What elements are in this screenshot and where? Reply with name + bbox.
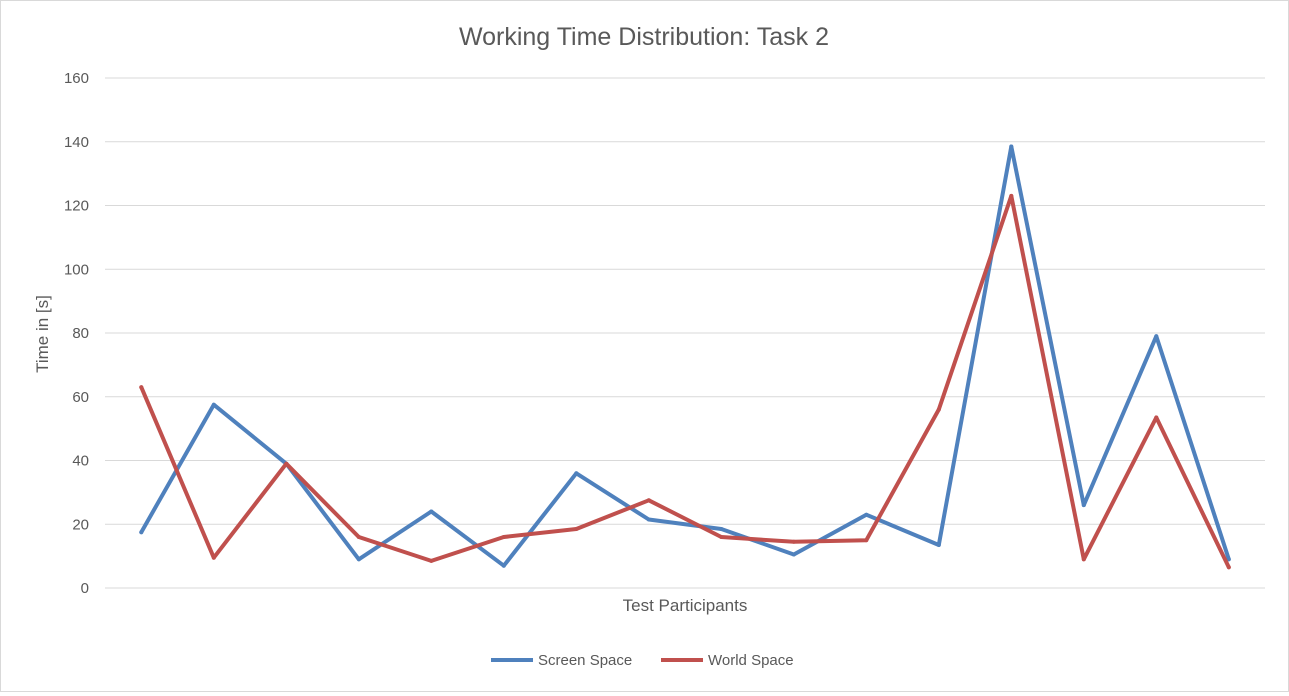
data-point	[139, 385, 144, 390]
data-point	[1081, 557, 1086, 562]
series-lines	[139, 144, 1231, 570]
data-point	[501, 563, 506, 568]
data-point	[719, 527, 724, 531]
data-point	[574, 527, 579, 531]
y-tick-label: 80	[72, 325, 89, 342]
data-point	[211, 402, 216, 407]
legend: Screen Space World Space	[491, 652, 794, 669]
data-point	[1009, 193, 1014, 198]
gridlines	[105, 77, 1265, 589]
data-point	[646, 517, 651, 522]
y-tick-label: 100	[64, 261, 89, 278]
y-tick-label: 20	[72, 516, 89, 533]
data-point	[139, 530, 144, 535]
data-point	[1154, 415, 1159, 420]
data-point	[211, 555, 216, 560]
data-point	[936, 407, 941, 412]
y-tick-label: 140	[64, 134, 89, 151]
data-point	[284, 461, 289, 466]
data-point	[791, 552, 796, 557]
data-point	[1009, 144, 1014, 149]
y-tick-label: 160	[64, 70, 89, 87]
data-point	[646, 498, 651, 503]
series-line-1	[139, 144, 1231, 568]
legend-label: World Space	[708, 652, 794, 669]
x-axis-title: Test Participants	[623, 596, 748, 615]
data-point	[1226, 557, 1231, 562]
data-point	[429, 558, 434, 563]
y-tick-label: 120	[64, 198, 89, 215]
data-point	[936, 543, 941, 547]
data-point	[1226, 565, 1231, 570]
data-point	[574, 471, 579, 476]
data-point	[429, 509, 434, 514]
data-point	[1081, 503, 1086, 508]
chart-title: Working Time Distribution: Task 2	[459, 23, 829, 51]
data-point	[864, 512, 869, 517]
y-axis-tick-labels: 0 20 40 60 80 100 120 140 160	[64, 70, 89, 597]
legend-label: Screen Space	[538, 652, 632, 669]
series-line-2	[139, 193, 1231, 570]
y-axis-title: Time in [s]	[33, 295, 52, 373]
data-point	[791, 539, 796, 544]
data-point	[501, 535, 506, 539]
data-point	[1154, 334, 1159, 339]
data-point	[356, 535, 361, 539]
data-point	[356, 557, 361, 562]
data-point	[864, 538, 869, 543]
y-tick-label: 40	[72, 453, 89, 470]
data-point	[719, 535, 724, 539]
y-tick-label: 0	[81, 580, 89, 597]
y-tick-label: 60	[72, 389, 89, 406]
